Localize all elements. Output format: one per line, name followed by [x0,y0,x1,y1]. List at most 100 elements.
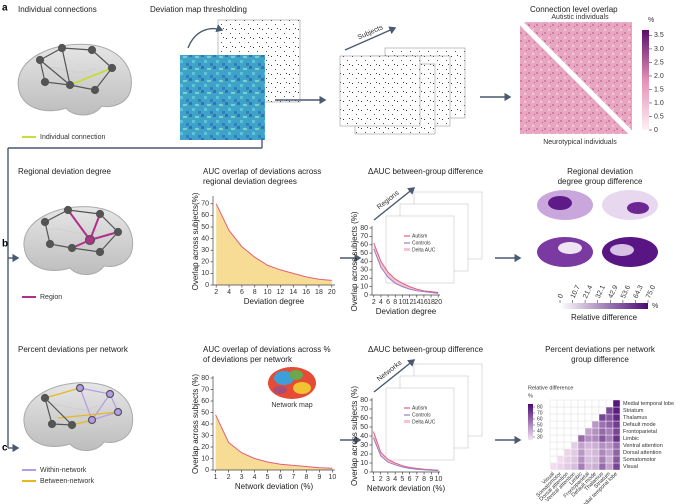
heatmap-cell [584,441,593,450]
empty-cell [549,441,558,450]
heatmap-cell [605,441,614,450]
chart-title: ΔAUC between-group difference [368,167,484,176]
x-tick-label: 7 [292,474,296,481]
empty-cell [598,399,607,408]
empty-cell [556,399,565,408]
empty-cell [556,420,565,429]
legend-swatch [404,248,410,251]
heatmap-cell [598,420,607,429]
area [215,414,333,470]
colorbar-tick-label: 30 [537,434,543,440]
y-tick-label: 10 [360,460,368,467]
area [216,203,332,285]
chart-title: AUC overlap of deviations across [203,167,321,176]
empty-cell [563,427,572,436]
matrix-label: Neurotypical individuals [543,139,617,146]
empty-cell [563,420,572,429]
heatmap-cell [612,406,621,415]
heatmap-cell [584,455,593,464]
heatmap-cell [591,420,600,429]
stacked-panel [385,215,455,284]
x-tick-label: 8 [304,474,308,481]
empty-cell [577,399,586,408]
network-graph [35,43,117,95]
network-map [268,367,316,399]
x-tick-label: 2 [372,299,376,306]
x-tick-label: 16 [420,299,428,306]
y-tick-label: 70 [360,406,368,413]
chart-title: ΔAUC between-group difference [368,345,484,354]
colorbar-tick-label: 3.0 [654,46,664,53]
x-tick-label: 10 [399,299,407,306]
y-tick-label: 70 [201,201,209,208]
x-tick-label: 5 [266,474,270,481]
heatmap-cell [598,448,607,457]
deviation-matrix [180,55,265,140]
y-tick-label: 20 [201,259,209,266]
legend-swatch [404,420,410,423]
row-label: Default mode [623,422,656,428]
heatmap-cell [605,455,614,464]
x-tick-label: 4 [227,289,231,296]
colorbar-tick-label: 40 [537,428,543,434]
empty-cell [549,427,558,436]
colorbar [528,404,533,440]
heatmap-cell [577,448,586,457]
empty-cell [570,406,579,415]
legend-label: Autism [412,233,427,239]
x-tick-label: 16 [302,289,310,296]
x-tick-label: 9 [429,476,433,483]
heatmap-cell [605,406,614,415]
y-tick-label: 0 [205,467,209,474]
colorbar-tick-label: 64.3 [633,284,645,299]
y-axis-label: Overlap across subjects (%) [350,211,359,311]
y-tick-label: 30 [360,267,368,274]
colorbar-label: Relative difference [571,313,638,322]
x-tick-label: 2 [214,289,218,296]
heatmap-cell [598,413,607,422]
x-tick-label: 3 [386,476,390,483]
brain [17,43,133,116]
row-label: Somatomotor [623,457,656,463]
heatmap-cell [577,455,586,464]
heatmap-cell [591,462,600,471]
colorbar-tick-label: 1.0 [654,100,664,107]
heatmap-cell [598,462,607,471]
heatmap-cell [570,455,579,464]
heatmap-cell [577,434,586,443]
diagonal [518,20,634,136]
empty-cell [563,441,572,450]
y-tick-label: 30 [201,432,209,439]
x-tick-label: 10 [264,289,272,296]
x-tick-label: 14 [289,289,297,296]
y-tick-label: 50 [360,250,368,257]
stack-arrow [373,187,416,221]
heatmap-cell [598,427,607,436]
heatmap-cell [570,441,579,450]
y-tick-label: 80 [201,375,209,382]
row-label: Medial temporal lobe [623,401,674,407]
colorbar-unit: % [528,393,533,399]
y-tick-label: 70 [201,386,209,393]
x-tick-label: 10 [329,474,337,481]
x-tick-label: 20 [328,289,336,296]
matrix-label: Autistic individuals [551,14,609,21]
heatmap-cell [612,441,621,450]
empty-cell [570,399,579,408]
row-label: Frontoparietal [623,429,657,435]
line [373,242,439,293]
heatmap-cell [591,427,600,436]
row-label: Visual [623,464,638,470]
heatmap-cell [549,462,558,471]
empty-cell [563,413,572,422]
chart-title: of deviations per network [203,355,293,364]
x-tick-label: 7 [415,476,419,483]
map-label: Network map [271,402,312,409]
heatmap-cell [598,441,607,450]
x-tick-label: 6 [408,476,412,483]
colorbar-tick-label: 0 [654,127,658,134]
network-graph [40,205,123,257]
x-tick-label: 12 [406,299,414,306]
legend-label: Delta AUC [412,247,436,253]
